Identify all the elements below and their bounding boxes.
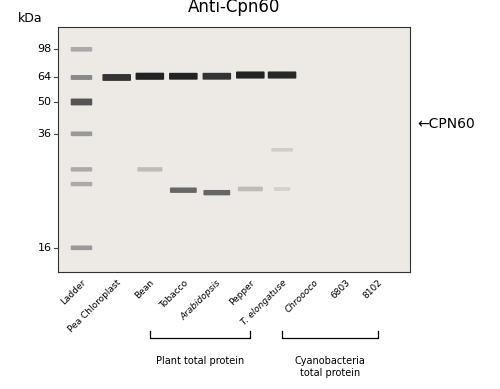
FancyBboxPatch shape bbox=[272, 148, 293, 152]
FancyBboxPatch shape bbox=[268, 72, 296, 79]
FancyBboxPatch shape bbox=[204, 190, 230, 195]
FancyBboxPatch shape bbox=[70, 182, 92, 186]
FancyBboxPatch shape bbox=[170, 187, 196, 193]
Text: T. elongatuse: T. elongatuse bbox=[240, 278, 288, 327]
FancyBboxPatch shape bbox=[70, 98, 92, 105]
Text: 36: 36 bbox=[38, 129, 52, 139]
FancyBboxPatch shape bbox=[202, 73, 231, 80]
FancyBboxPatch shape bbox=[236, 72, 264, 79]
Text: kDa: kDa bbox=[18, 12, 42, 25]
FancyBboxPatch shape bbox=[70, 131, 92, 136]
Text: Chroooco: Chroooco bbox=[284, 278, 320, 315]
Text: Cyanobacteria
total protein: Cyanobacteria total protein bbox=[294, 356, 365, 378]
Text: 50: 50 bbox=[38, 97, 52, 107]
FancyBboxPatch shape bbox=[138, 167, 162, 172]
FancyBboxPatch shape bbox=[102, 74, 131, 81]
Text: Pepper: Pepper bbox=[228, 278, 256, 307]
FancyBboxPatch shape bbox=[70, 167, 92, 172]
Text: Arabidopsis: Arabidopsis bbox=[180, 278, 223, 322]
Text: 6803: 6803 bbox=[330, 278, 352, 301]
FancyBboxPatch shape bbox=[238, 187, 263, 191]
FancyBboxPatch shape bbox=[136, 73, 164, 80]
Text: Plant total protein: Plant total protein bbox=[156, 356, 244, 366]
FancyBboxPatch shape bbox=[169, 73, 198, 80]
Text: Tobacco: Tobacco bbox=[158, 278, 190, 310]
FancyBboxPatch shape bbox=[70, 245, 92, 250]
Text: Anti-Cpn60: Anti-Cpn60 bbox=[188, 0, 280, 16]
FancyBboxPatch shape bbox=[70, 47, 92, 52]
Text: 8102: 8102 bbox=[362, 278, 384, 301]
Text: 64: 64 bbox=[38, 72, 52, 82]
Text: Pea Chloroplast: Pea Chloroplast bbox=[67, 278, 123, 334]
Text: Bean: Bean bbox=[134, 278, 156, 301]
Text: ←CPN60: ←CPN60 bbox=[418, 117, 475, 131]
FancyBboxPatch shape bbox=[70, 75, 92, 80]
Text: 98: 98 bbox=[38, 44, 52, 54]
Text: Ladder: Ladder bbox=[60, 278, 88, 307]
FancyBboxPatch shape bbox=[274, 187, 290, 191]
Text: 16: 16 bbox=[38, 243, 52, 253]
